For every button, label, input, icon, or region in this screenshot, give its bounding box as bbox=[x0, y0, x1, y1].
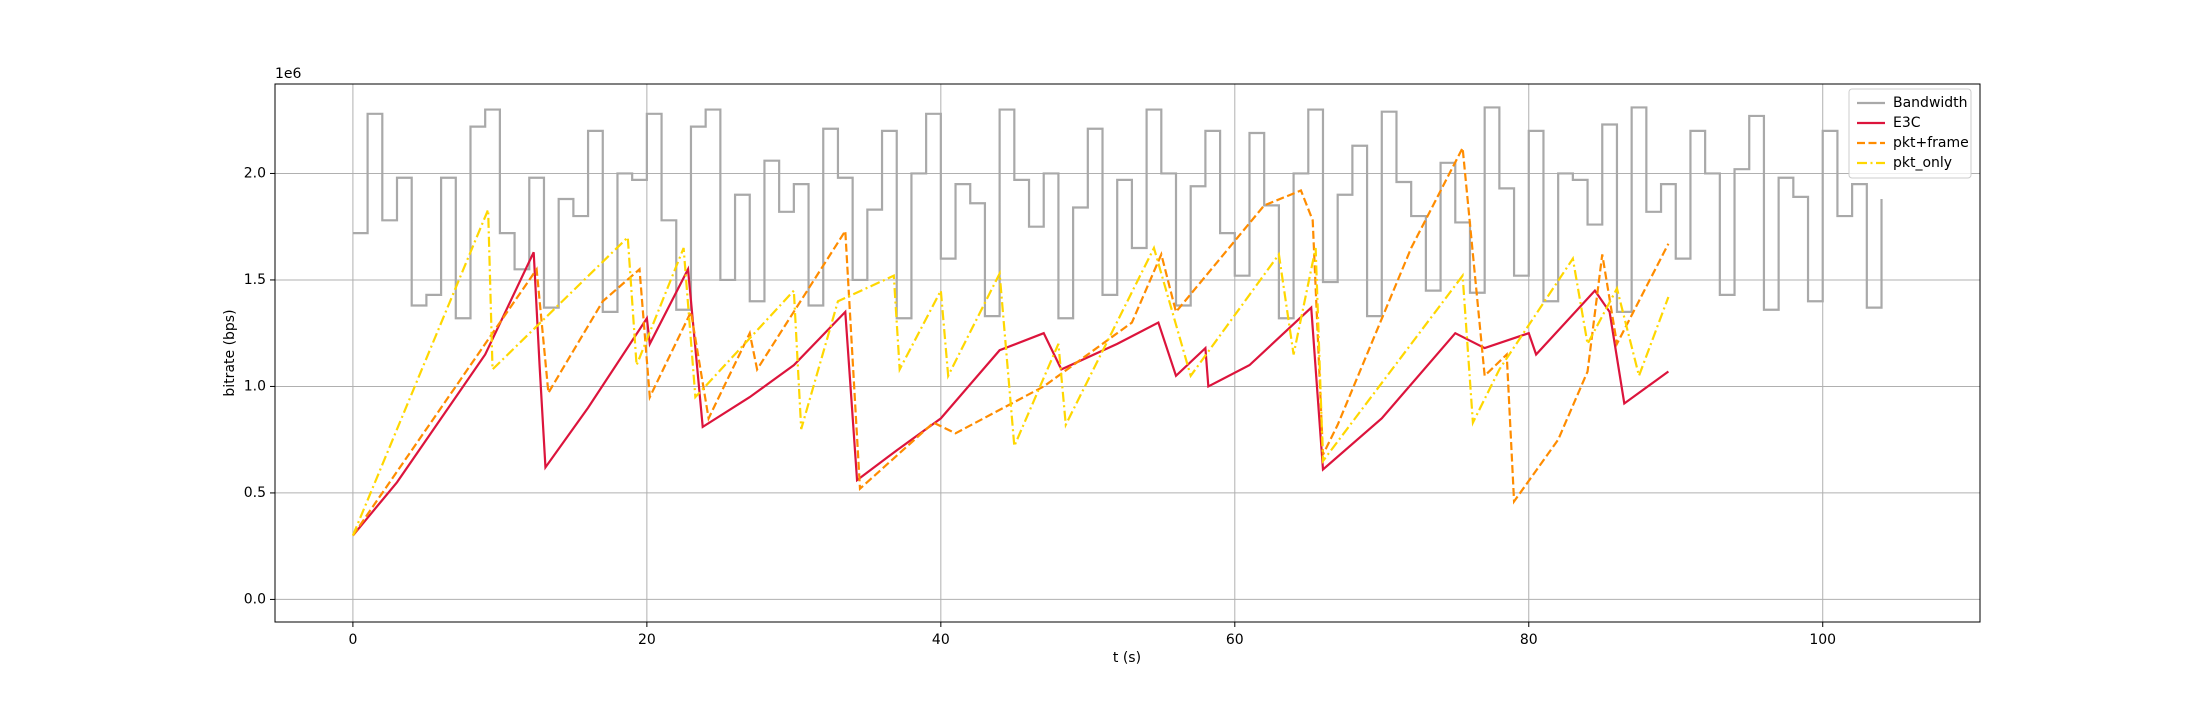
x-tick-label: 20 bbox=[638, 632, 656, 648]
legend-box bbox=[1848, 88, 1972, 179]
legend-label: pkt+frame bbox=[1893, 135, 1969, 151]
legend-label: Bandwidth bbox=[1893, 95, 1968, 111]
x-tick-label: 80 bbox=[1520, 632, 1538, 648]
legend-label: E3C bbox=[1893, 115, 1921, 131]
series-line bbox=[352, 251, 1670, 537]
y-tick-label: 1.0 bbox=[244, 378, 266, 394]
y-tick-label: 1.5 bbox=[244, 272, 266, 288]
y-tick-label: 0.5 bbox=[244, 485, 266, 501]
y-tick-label: 2.0 bbox=[244, 165, 266, 181]
series-line bbox=[351, 209, 1670, 536]
series-line bbox=[351, 144, 1670, 537]
x-tick-label: 40 bbox=[932, 632, 950, 648]
y-tick-label: 0.0 bbox=[244, 591, 266, 607]
x-tick-label: 100 bbox=[1809, 632, 1836, 648]
y-offset-label: 1e6 bbox=[275, 66, 302, 82]
axes-frame bbox=[274, 83, 1981, 623]
x-tick-label: 0 bbox=[348, 632, 357, 648]
x-axis-label: t (s) bbox=[1113, 650, 1141, 666]
x-tick-label: 60 bbox=[1226, 632, 1244, 648]
series-line bbox=[352, 106, 1883, 320]
y-axis-label: bitrate (bps) bbox=[222, 309, 238, 396]
legend-label: pkt_only bbox=[1893, 155, 1952, 171]
